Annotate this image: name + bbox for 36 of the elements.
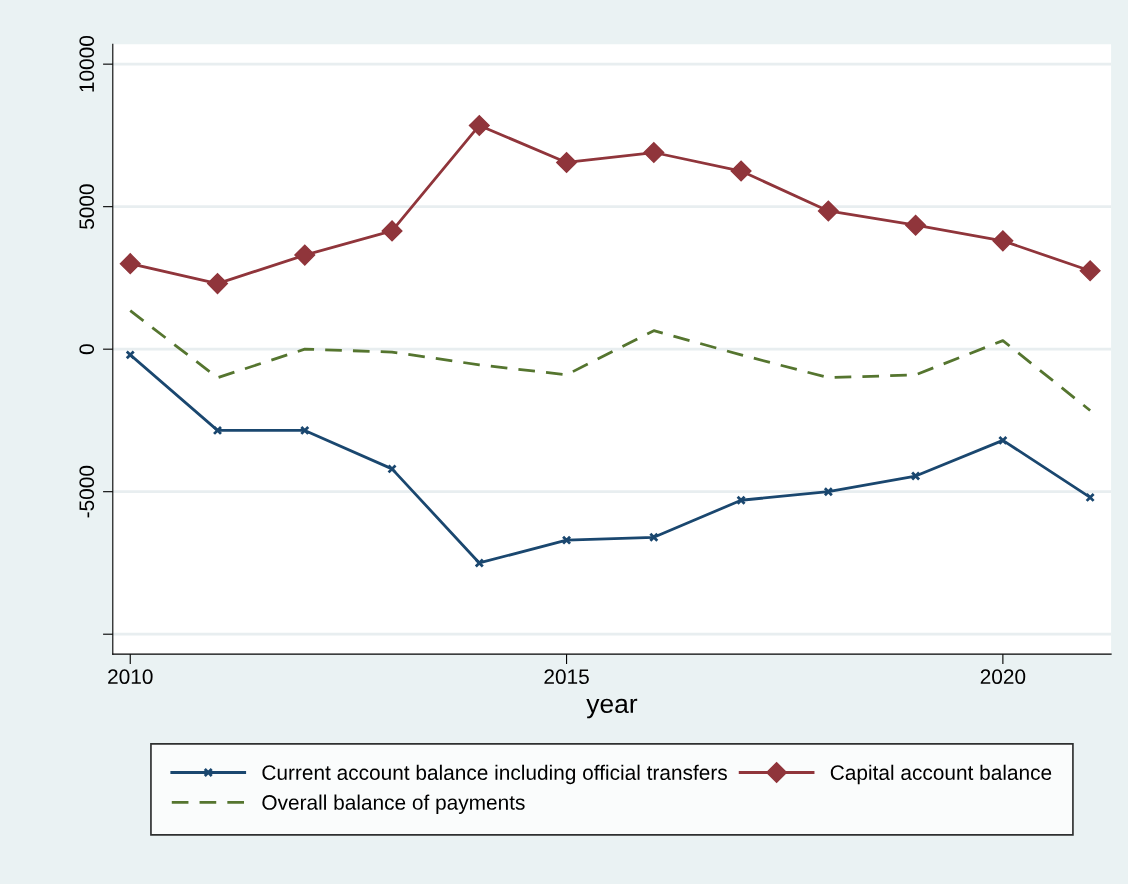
point	[381, 220, 403, 242]
point	[643, 141, 665, 164]
point	[125, 350, 136, 360]
point	[556, 151, 578, 174]
x-axis-title: year	[586, 698, 638, 719]
point	[206, 273, 229, 295]
point	[474, 558, 485, 568]
point	[648, 532, 659, 543]
point	[905, 214, 927, 236]
point	[992, 230, 1014, 252]
point	[294, 244, 316, 266]
point	[1079, 260, 1101, 282]
legend-label: Current account balance including official transfers	[262, 764, 727, 785]
point	[212, 425, 223, 436]
legend-label: Capital account balance	[830, 764, 1052, 785]
point	[299, 425, 310, 436]
point	[998, 435, 1008, 446]
point	[817, 200, 839, 222]
legend-label: Overall balance of payments	[262, 794, 525, 814]
y-tick-label: 5000	[79, 184, 95, 229]
point	[736, 495, 746, 506]
point	[823, 486, 834, 497]
point	[910, 471, 921, 481]
y-tick-label: 10000	[79, 36, 95, 92]
point	[468, 114, 490, 136]
y-tick-label: 0	[79, 344, 95, 355]
x-tick-label: 2020	[980, 669, 1026, 685]
point	[730, 160, 752, 182]
point	[119, 253, 141, 275]
point	[1085, 492, 1095, 503]
y-tick-label: -5000	[79, 465, 95, 518]
point	[387, 464, 397, 474]
line-series	[128, 309, 1092, 412]
x-tick-label: 2010	[108, 669, 153, 685]
point	[561, 535, 572, 546]
x-tick-label: 2015	[544, 669, 589, 685]
